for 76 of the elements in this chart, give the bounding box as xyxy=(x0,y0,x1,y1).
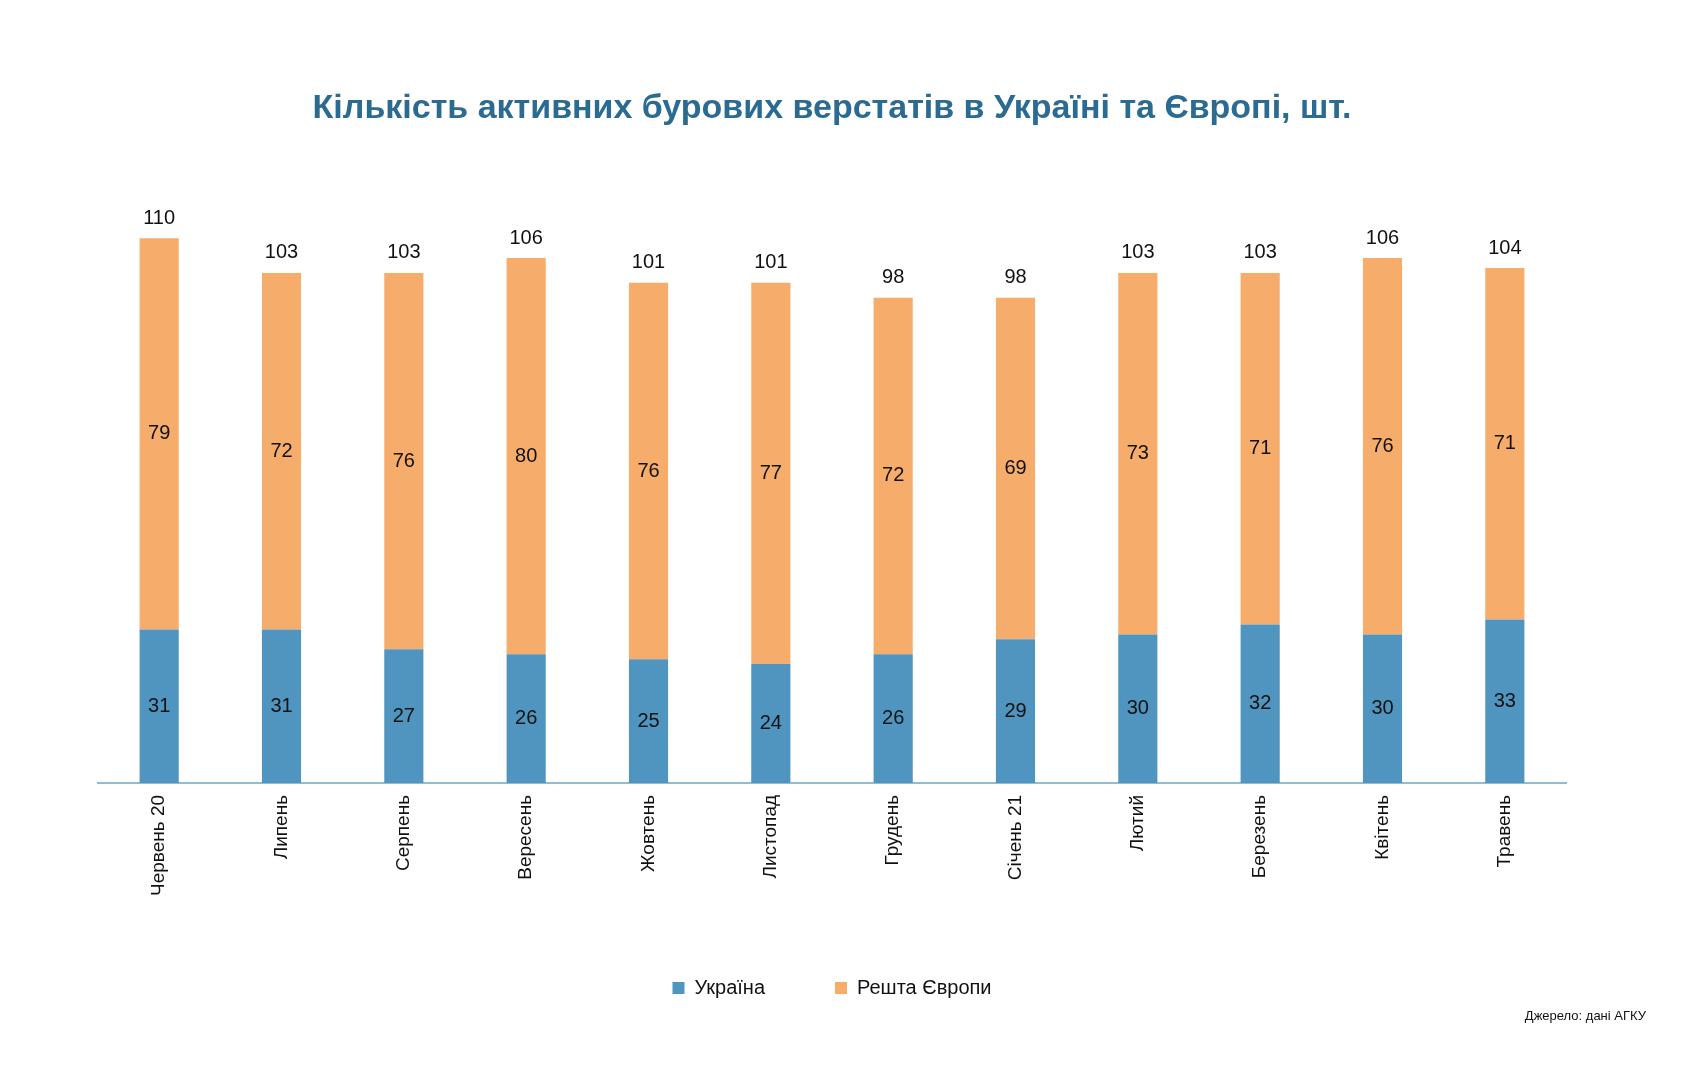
text: Джерело: дані АГКУ xyxy=(1524,1008,1646,1023)
total-label: 110 xyxy=(143,205,176,228)
x-tick-label: Листопад xyxy=(759,794,781,879)
data-label: 30 xyxy=(1371,696,1394,719)
bar xyxy=(384,649,424,783)
bar xyxy=(995,297,1036,640)
x-tick-label: Січень 21 xyxy=(1003,794,1025,881)
bar xyxy=(873,297,913,655)
bar xyxy=(1118,634,1158,783)
bar xyxy=(751,282,791,665)
data-label: 80 xyxy=(515,443,538,466)
data-label: 25 xyxy=(637,708,660,731)
data-label: 26 xyxy=(882,706,905,729)
bar xyxy=(1240,272,1280,625)
x-tick-label: Вересень xyxy=(514,794,536,880)
data-label: 31 xyxy=(270,693,293,716)
data-label: 24 xyxy=(759,711,782,734)
bar xyxy=(506,258,546,655)
bar xyxy=(1240,624,1280,783)
bar xyxy=(1362,634,1403,783)
x-tick-label: Березень xyxy=(1248,794,1270,879)
data-label: 72 xyxy=(270,438,293,461)
data-label: 79 xyxy=(148,421,171,444)
data-label: 26 xyxy=(515,706,538,729)
bar xyxy=(384,272,424,650)
data-label: 76 xyxy=(637,458,660,481)
x-tick-label: Квітень xyxy=(1370,794,1392,860)
legend-label: Решта Європи xyxy=(857,975,992,998)
bar xyxy=(628,282,669,660)
chart-title: Кількість активних бурових верстатів в Україні та Європі, шт. xyxy=(312,86,1352,125)
x-tick-label: Червень 20 xyxy=(147,794,169,897)
total-label: 103 xyxy=(1243,240,1277,263)
data-label: 69 xyxy=(1004,456,1027,479)
total-label: 104 xyxy=(1488,235,1522,258)
bar xyxy=(139,238,179,630)
data-label: 30 xyxy=(1126,696,1149,719)
data-label: 72 xyxy=(882,463,905,486)
bar xyxy=(139,629,179,783)
x-tick-label: Грудень xyxy=(881,794,903,866)
x-tick-label: Травень xyxy=(1493,794,1515,868)
total-label: 106 xyxy=(1365,225,1400,248)
bar xyxy=(1485,268,1525,620)
data-label: 71 xyxy=(1249,436,1272,459)
x-tick-label: Лютий xyxy=(1126,794,1148,852)
total-label: 98 xyxy=(882,265,905,288)
data-label: 76 xyxy=(392,448,415,471)
total-label: 103 xyxy=(387,240,421,263)
data-label: 27 xyxy=(392,703,415,726)
bar xyxy=(628,659,669,783)
x-tick-label: Серпень xyxy=(392,794,414,872)
bar xyxy=(995,639,1036,783)
legend-label: Україна xyxy=(694,975,766,998)
bar xyxy=(506,654,546,783)
bar xyxy=(1362,258,1403,635)
data-label: 77 xyxy=(759,461,782,484)
x-tick-label: Липень xyxy=(269,794,291,860)
x-tick-label: Жовтень xyxy=(636,794,658,872)
data-label: 31 xyxy=(148,693,171,716)
bar xyxy=(261,629,302,783)
total-label: 101 xyxy=(631,250,666,273)
data-label: 32 xyxy=(1249,691,1272,714)
total-label: 103 xyxy=(1121,240,1155,263)
total-label: 106 xyxy=(509,225,543,248)
total-label: 98 xyxy=(1004,265,1027,288)
data-label: 71 xyxy=(1493,431,1516,454)
bar xyxy=(1118,272,1158,635)
data-label: 29 xyxy=(1004,698,1027,721)
data-label: 73 xyxy=(1126,441,1149,464)
total-label: 103 xyxy=(264,240,299,263)
bar xyxy=(261,272,302,630)
bar xyxy=(1485,619,1525,783)
data-label: 33 xyxy=(1493,688,1516,711)
bar xyxy=(873,654,913,783)
bar xyxy=(751,664,791,783)
data-label: 76 xyxy=(1371,433,1394,456)
total-label: 101 xyxy=(754,250,788,273)
